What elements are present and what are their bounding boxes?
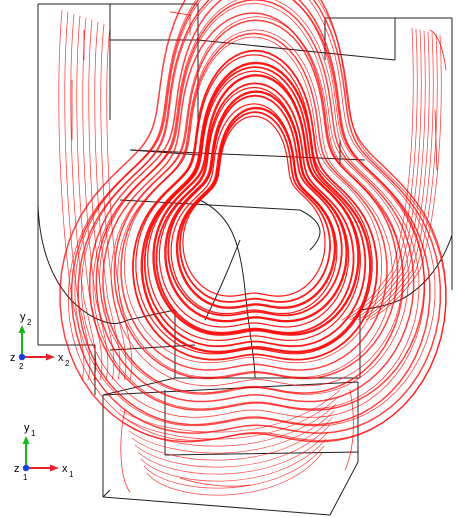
lower-junction-edges bbox=[94, 309, 361, 395]
streamline-bottom bbox=[146, 452, 323, 496]
z-axis-sub-1: 1 bbox=[23, 473, 28, 482]
streamline-bottom bbox=[179, 477, 251, 487]
z-axis-dot-2 bbox=[18, 353, 26, 361]
streamline-bottom bbox=[128, 410, 335, 454]
y-axis-sub-1: 1 bbox=[31, 429, 36, 438]
z-axis-dot-1 bbox=[22, 464, 30, 472]
y-axis-label-2: y bbox=[20, 311, 26, 323]
bottom-box-edges bbox=[102, 377, 359, 516]
streamline-wall bbox=[369, 34, 442, 321]
streamline-loop bbox=[167, 94, 343, 317]
left-saddle-curve bbox=[37, 204, 129, 324]
streamline-bottom bbox=[125, 403, 337, 447]
streamline-loop bbox=[113, 19, 399, 380]
axis-triad-1: y 1 x 1 z 1 bbox=[14, 422, 74, 482]
streamline-loop bbox=[92, 0, 420, 410]
streamline-loop bbox=[155, 82, 355, 334]
streamline-loop bbox=[110, 16, 404, 387]
inner-plane-edges bbox=[119, 140, 366, 211]
streamline-wall bbox=[353, 30, 426, 321]
streamline-loop bbox=[99, 2, 409, 395]
streamline-loop bbox=[135, 54, 373, 355]
streamline-loop bbox=[182, 115, 326, 297]
streamline-wall bbox=[345, 28, 418, 321]
streamline-wall bbox=[357, 31, 430, 321]
streamline-loop bbox=[59, 0, 447, 443]
streamline-bottom bbox=[137, 431, 329, 475]
x-axis-sub-1: 1 bbox=[69, 470, 74, 479]
streamline-bottom bbox=[143, 445, 325, 489]
x-axis-label-2: x bbox=[58, 352, 64, 364]
streamline-loop bbox=[170, 103, 338, 315]
streamline-loop bbox=[77, 0, 431, 426]
streamline-wall bbox=[106, 25, 133, 381]
streamline-wall bbox=[361, 32, 434, 321]
streamline-bottom bbox=[120, 409, 131, 493]
x-axis-sub-2: 2 bbox=[65, 359, 70, 368]
streamline-loop bbox=[81, 0, 425, 418]
streamline-loop bbox=[179, 111, 331, 303]
z-axis-sub-2: 2 bbox=[19, 362, 24, 371]
streamline-loop bbox=[147, 70, 361, 342]
streamline-wall bbox=[58, 9, 85, 381]
streamline-loop bbox=[158, 86, 350, 328]
y-axis-label-1: y bbox=[24, 422, 30, 434]
streamline-loop bbox=[124, 36, 382, 364]
streamline-bottom bbox=[140, 438, 327, 482]
z-axis-label-2: z bbox=[10, 352, 16, 364]
streamline-bottom bbox=[344, 389, 354, 471]
streamline-loop bbox=[95, 0, 415, 403]
streamline-wall bbox=[76, 15, 103, 381]
streamline-wall bbox=[94, 21, 121, 381]
streamline-bottom bbox=[119, 389, 341, 433]
x-axis-label-1: x bbox=[62, 463, 68, 475]
streamline-wall bbox=[70, 13, 97, 381]
right-riser-edges bbox=[324, 17, 453, 290]
geometry-wireframe bbox=[37, 3, 453, 516]
streamlines bbox=[58, 0, 447, 496]
streamline-wall bbox=[100, 23, 127, 381]
streamline-wall bbox=[365, 33, 438, 321]
streamline-wall bbox=[64, 11, 91, 381]
streamline-wall bbox=[82, 17, 109, 381]
streamline-loop bbox=[102, 12, 404, 394]
streamline-wall bbox=[341, 27, 414, 321]
axis-triad-2: y 2 x 2 z 2 bbox=[10, 311, 70, 371]
streamline-bottom bbox=[134, 424, 331, 468]
streamline-top bbox=[429, 29, 447, 171]
streamline-loop bbox=[132, 49, 378, 361]
streamline-bottom bbox=[122, 396, 339, 440]
z-axis-label-1: z bbox=[14, 463, 20, 475]
streamline-wall bbox=[88, 19, 115, 381]
streamline-bottom bbox=[131, 417, 333, 461]
left-riser-edges bbox=[37, 3, 199, 346]
streamline-loop bbox=[140, 61, 372, 354]
streamline-loop bbox=[70, 0, 442, 434]
streamline-loop bbox=[89, 0, 425, 411]
streamline-wall bbox=[349, 29, 422, 321]
streamline-top bbox=[71, 11, 191, 141]
streamline-loop bbox=[120, 32, 388, 371]
streamline-loop bbox=[143, 66, 367, 348]
y-axis-sub-2: 2 bbox=[27, 318, 32, 327]
streamline-loop bbox=[117, 29, 393, 378]
